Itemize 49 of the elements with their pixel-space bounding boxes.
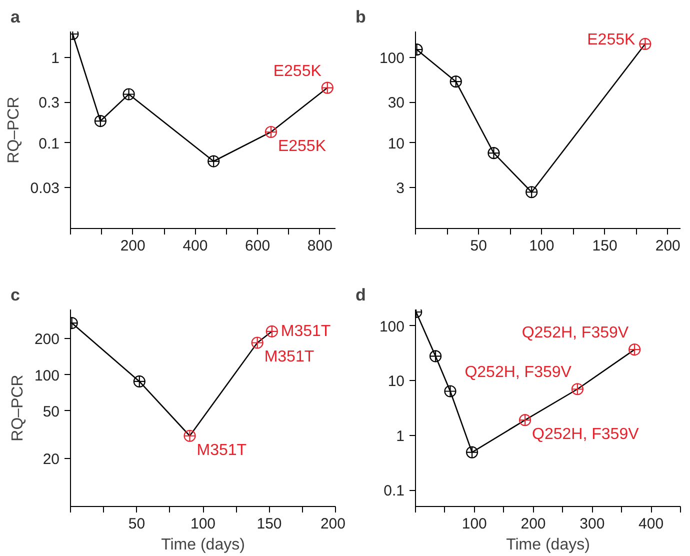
annotation: M351T bbox=[196, 442, 247, 459]
x-tick-label: 150 bbox=[256, 516, 282, 532]
x-tick-label: 200 bbox=[320, 516, 346, 532]
y-tick-label: 100 bbox=[379, 50, 405, 67]
x-tick-label: 400 bbox=[638, 516, 664, 532]
x-axis-title: Time (days) bbox=[161, 536, 245, 554]
annotation: Q252H, F359V bbox=[522, 324, 629, 342]
chart-title: b bbox=[356, 8, 366, 26]
x-tick-label: 300 bbox=[580, 516, 605, 532]
y-tick-label: 200 bbox=[34, 331, 60, 348]
x-tick-label: 200 bbox=[120, 238, 146, 254]
x-tick-label: 400 bbox=[182, 238, 208, 254]
annotation: M351T bbox=[264, 348, 314, 366]
chart-title: a bbox=[10, 8, 20, 26]
y-tick-label: 0.1 bbox=[38, 135, 60, 152]
annotation: E255K bbox=[273, 62, 322, 80]
x-tick-label: 150 bbox=[592, 238, 618, 254]
x-tick-label: 100 bbox=[462, 516, 487, 532]
x-tick-label: 200 bbox=[655, 238, 680, 254]
x-axis-title: Time (days) bbox=[506, 536, 590, 554]
y-tick-label: 0.3 bbox=[38, 94, 60, 112]
y-tick-label: 0.1 bbox=[384, 482, 405, 500]
y-tick-label: 100 bbox=[379, 318, 405, 336]
y-tick-label: 30 bbox=[388, 94, 405, 112]
annotation: Q252H, F359V bbox=[532, 426, 640, 444]
y-tick-label: 3 bbox=[396, 180, 404, 198]
y-tick-label: 10 bbox=[388, 373, 405, 390]
y-axis-title: RQ–PCR bbox=[9, 374, 26, 442]
annotation: Q252H, F359V bbox=[464, 364, 572, 382]
y-tick-label: 1 bbox=[51, 50, 60, 67]
y-tick-label: 10 bbox=[388, 135, 405, 152]
x-tick-label: 200 bbox=[520, 516, 546, 532]
y-tick-label: 100 bbox=[34, 367, 60, 384]
x-tick-label: 800 bbox=[307, 238, 332, 254]
y-axis-title: RQ–PCR bbox=[5, 96, 22, 164]
x-tick-label: 50 bbox=[128, 516, 146, 532]
annotation: E255K bbox=[278, 138, 326, 156]
x-tick-label: 100 bbox=[529, 238, 554, 254]
annotation: E255K bbox=[587, 31, 636, 48]
chart-title: c bbox=[10, 286, 20, 304]
y-tick-label: 50 bbox=[42, 403, 60, 420]
x-tick-label: 100 bbox=[190, 516, 216, 532]
y-tick-label: 1 bbox=[396, 428, 404, 445]
y-tick-label: 20 bbox=[42, 451, 60, 468]
x-tick-label: 50 bbox=[470, 238, 487, 254]
chart-title: d bbox=[356, 286, 366, 304]
y-tick-label: 0.03 bbox=[30, 180, 60, 198]
annotation: M351T bbox=[280, 322, 331, 340]
x-tick-label: 600 bbox=[245, 238, 270, 254]
